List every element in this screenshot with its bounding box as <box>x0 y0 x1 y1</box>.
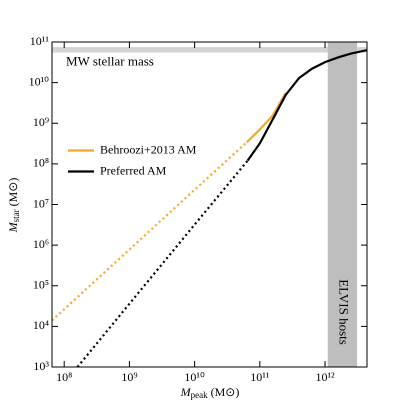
x-tick-label: 10¹⁰ <box>184 370 205 384</box>
y-tick-label: 10³ <box>33 359 49 373</box>
y-tick-label: 10¹⁰ <box>29 74 50 88</box>
y-tick-label: 10⁶ <box>33 237 49 251</box>
y-tick-label: 10⁹ <box>33 115 49 129</box>
y-label-symbol: M <box>6 221 20 233</box>
y-tick-label: 10¹¹ <box>30 34 50 48</box>
legend-label: Behroozi+2013 AM <box>100 142 197 156</box>
x-tick-label: 10⁸ <box>56 370 72 384</box>
y-label-subscript: star <box>11 209 21 222</box>
x-tick-label: 10¹¹ <box>250 370 270 384</box>
y-tick-label: 10⁵ <box>33 278 49 292</box>
y-axis-label: Mstar (M⊙) <box>6 178 21 234</box>
series-line <box>76 159 249 367</box>
y-tick-label: 10⁴ <box>33 318 49 332</box>
x-tick-label: 10¹² <box>315 370 335 384</box>
band-label: MW stellar mass <box>66 54 154 69</box>
band <box>52 47 367 53</box>
x-axis-label: Mpeak (M⊙) <box>180 385 240 400</box>
plot-frame <box>51 41 368 368</box>
x-label-unit: (M⊙) <box>211 385 240 399</box>
x-tick-label: 10⁹ <box>121 370 137 384</box>
series-line <box>245 92 287 144</box>
x-label-subscript: peak <box>191 390 208 400</box>
legend-label: Preferred AM <box>100 163 167 177</box>
x-label-symbol: M <box>180 385 192 399</box>
band-label: ELVIS hosts <box>336 279 351 345</box>
series-line <box>246 49 367 162</box>
band <box>327 42 358 367</box>
y-tick-label: 10⁷ <box>33 196 49 210</box>
y-tick-label: 10⁸ <box>33 156 49 170</box>
y-label-unit: (M⊙) <box>6 178 20 207</box>
